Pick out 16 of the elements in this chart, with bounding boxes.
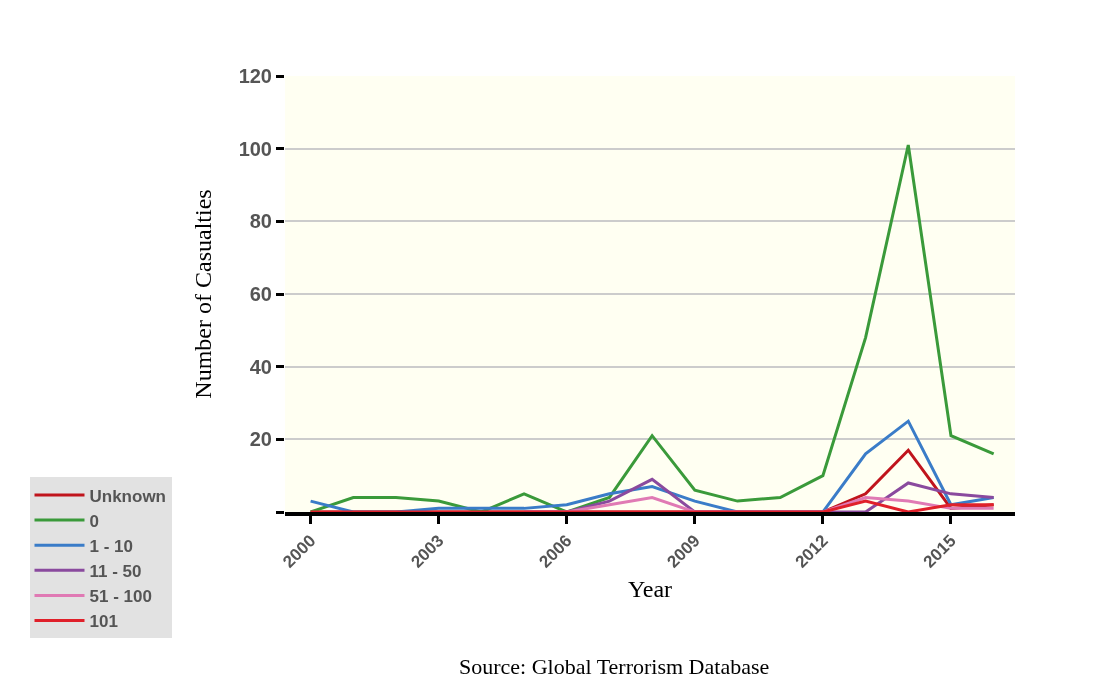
x-axis-title: Year xyxy=(627,576,673,602)
legend-label: Unknown xyxy=(89,486,166,506)
y-tick-label: 80 xyxy=(249,210,272,233)
y-axis-title: Number of Casualties xyxy=(189,189,216,399)
y-tick-label: 100 xyxy=(238,137,272,160)
legend-label: 0 xyxy=(89,511,99,531)
y-tick-label: 20 xyxy=(249,428,272,451)
y-tick-label: 120 xyxy=(238,65,272,87)
y-tick-label: 60 xyxy=(249,283,272,305)
source-note: Source: Global Terrorism Database xyxy=(459,654,770,679)
legend-label: 1 - 10 xyxy=(89,536,133,556)
legend-label: 11 - 50 xyxy=(89,561,142,581)
y-tick-label: 40 xyxy=(249,355,272,378)
line-series xyxy=(309,143,996,512)
legend-label: 51 - 100 xyxy=(89,587,152,607)
legend-label: 101 xyxy=(89,612,118,632)
